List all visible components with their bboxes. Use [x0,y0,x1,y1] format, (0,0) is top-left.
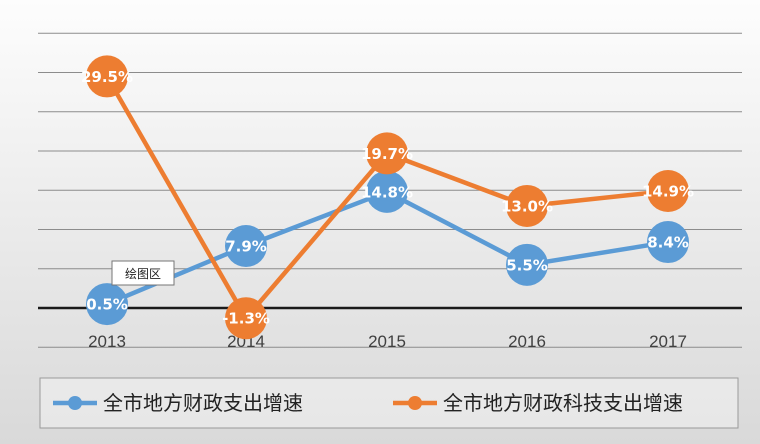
tooltip-box [111,260,175,286]
data-point[interactable] [647,221,689,264]
data-label: -1.3% [222,310,270,328]
data-point[interactable] [506,243,548,286]
legend-marker-swatch [68,396,82,410]
series-1-points[interactable]: 0.5% 7.9% 14.8% 5.5% 8.4% [86,170,689,326]
data-label: 13.0% [501,197,553,215]
data-point[interactable] [225,297,267,340]
legend-item-1[interactable]: 全市地方财政支出增速 [53,391,303,415]
data-point[interactable] [366,132,408,175]
series-layer: 0.5% 7.9% 14.8% 5.5% 8.4% 29.5% -1.3% 19.7% 13.0… [81,55,694,340]
x-tick-label: 2017 [649,332,687,351]
data-point[interactable] [366,170,408,213]
data-label: 0.5% [86,296,128,314]
data-label: 19.7% [361,145,413,163]
legend-box [39,377,739,429]
data-point[interactable] [86,283,128,326]
data-label: 5.5% [506,256,548,274]
tooltip-label: 绘图区 [125,266,161,281]
legend-label: 全市地方财政科技支出增速 [443,391,683,415]
gridlines [38,32,742,348]
x-tick-label: 2015 [368,332,406,351]
data-label: 14.9% [642,183,694,201]
data-point[interactable] [647,170,689,213]
x-tick-label: 2016 [508,332,546,351]
legend-item-2[interactable]: 全市地方财政科技支出增速 [393,391,683,415]
series-2-points[interactable]: 29.5% -1.3% 19.7% 13.0% 14.9% [81,55,694,340]
x-tick-label: 2013 [88,332,126,351]
legend-marker-swatch [408,396,422,410]
x-axis-ticks: 2013 2014 2015 2016 2017 [88,332,687,351]
plot-area-tooltip: 绘图区 [111,260,175,286]
data-label: 7.9% [225,237,267,255]
data-point[interactable] [86,55,128,98]
data-label: 29.5% [81,68,133,86]
data-point[interactable] [506,184,548,227]
data-label: 14.8% [361,183,413,201]
data-label: 8.4% [647,234,689,252]
legend-label: 全市地方财政支出增速 [103,391,303,415]
legend[interactable]: 全市地方财政支出增速 全市地方财政科技支出增速 [39,377,739,429]
data-point[interactable] [225,224,267,267]
